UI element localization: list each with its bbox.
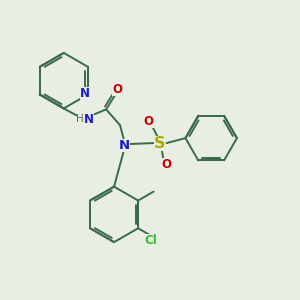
Text: N: N [84,113,94,126]
Text: H: H [76,114,83,124]
Text: S: S [154,136,165,151]
Text: O: O [144,115,154,128]
Text: O: O [162,158,172,171]
Text: O: O [112,83,122,96]
Text: Cl: Cl [145,234,157,247]
Text: N: N [80,87,90,100]
Text: N: N [118,139,130,152]
